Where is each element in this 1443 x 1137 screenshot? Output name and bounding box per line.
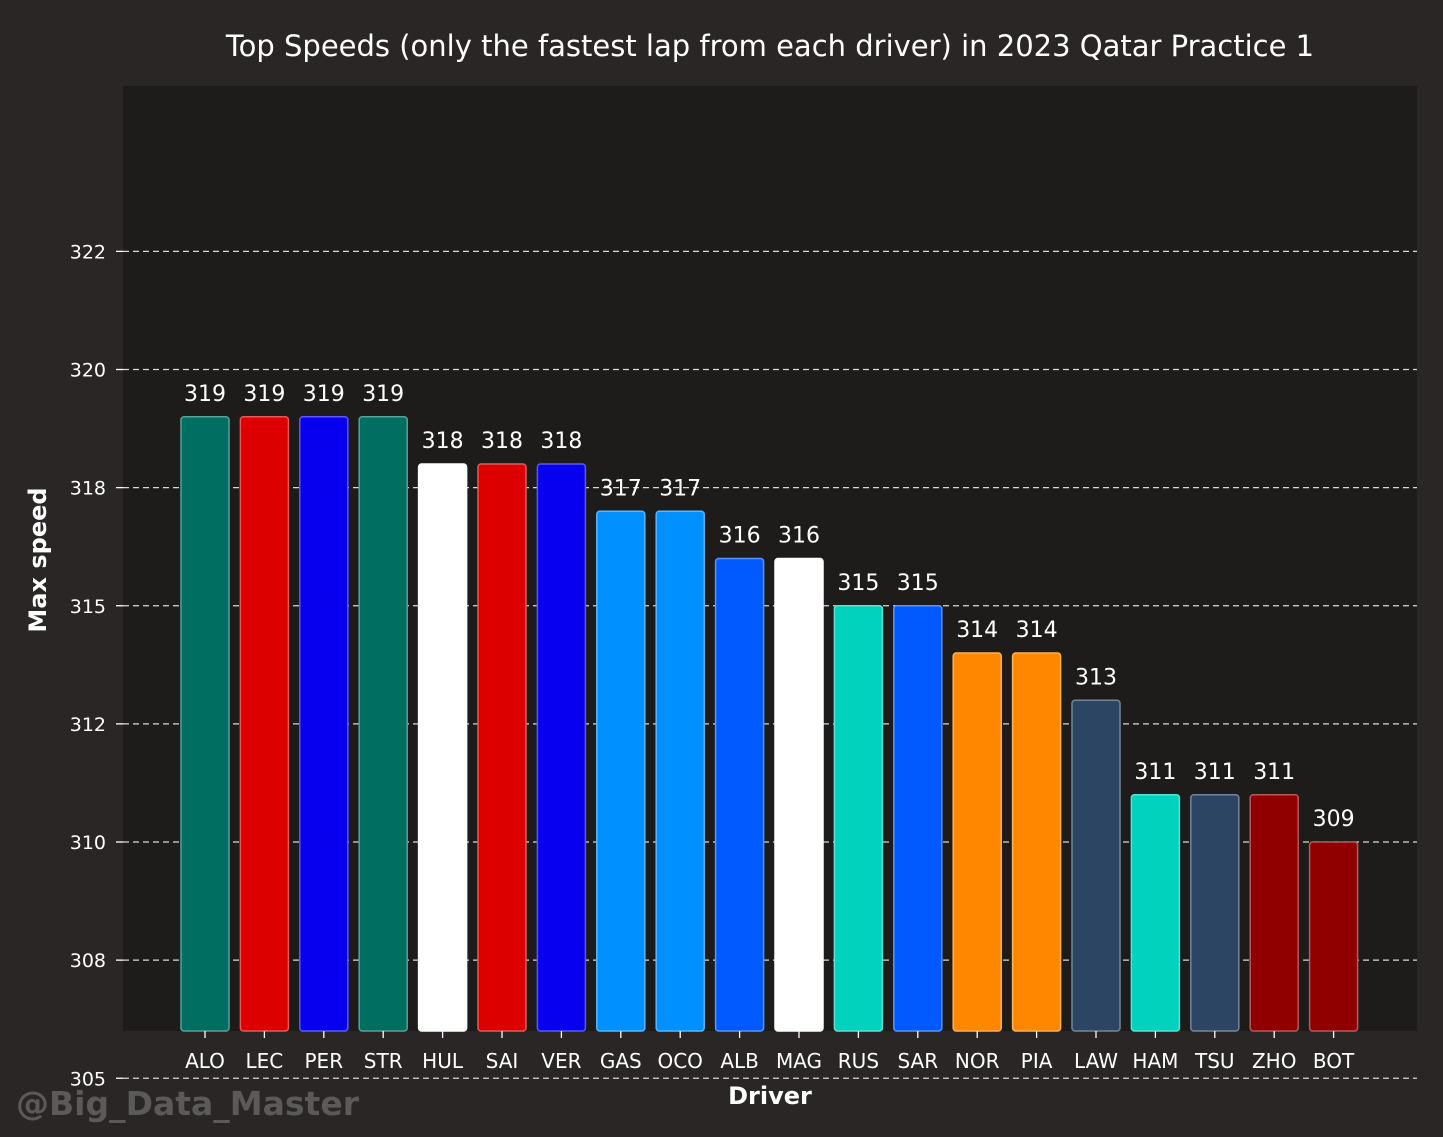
y-tick-label: 322 bbox=[70, 241, 106, 263]
bar-sar bbox=[893, 605, 943, 1032]
bar-tsu bbox=[1190, 794, 1240, 1032]
x-tick-label-hul: HUL bbox=[422, 1049, 464, 1073]
x-tick-label-nor: NOR bbox=[955, 1049, 1000, 1073]
x-tick-label-per: PER bbox=[305, 1049, 344, 1073]
bar-hul bbox=[417, 463, 468, 1032]
bar-oco bbox=[655, 510, 705, 1032]
y-tick-label: 315 bbox=[70, 596, 106, 618]
value-label-rus: 315 bbox=[837, 571, 879, 596]
bar-bot bbox=[1308, 841, 1359, 1032]
value-label-alo: 319 bbox=[184, 382, 226, 407]
value-label-tsu: 311 bbox=[1194, 760, 1236, 785]
bar-rus bbox=[833, 605, 884, 1032]
y-tick-label: 318 bbox=[70, 478, 106, 500]
y-tick-label: 320 bbox=[70, 360, 106, 382]
bar-str bbox=[358, 416, 408, 1032]
x-tick-label-lec: LEC bbox=[246, 1049, 284, 1073]
y-tick-label: 310 bbox=[70, 832, 106, 854]
value-label-law: 313 bbox=[1075, 665, 1117, 690]
bar-lec bbox=[239, 416, 290, 1032]
bar-law bbox=[1071, 699, 1121, 1032]
x-tick-label-ver: VER bbox=[541, 1049, 581, 1073]
x-tick-label-law: LAW bbox=[1074, 1049, 1118, 1073]
bar-ham bbox=[1130, 794, 1181, 1032]
value-label-sai: 318 bbox=[481, 429, 523, 454]
value-label-ham: 311 bbox=[1134, 760, 1176, 785]
x-tick-label-alb: ALB bbox=[720, 1049, 759, 1073]
bar-sai bbox=[477, 463, 527, 1032]
y-tick-label: 305 bbox=[70, 1068, 106, 1090]
value-label-alb: 316 bbox=[719, 524, 761, 549]
y-tick-label: 308 bbox=[70, 950, 106, 972]
x-tick-label-str: STR bbox=[364, 1049, 403, 1073]
y-tick-label: 312 bbox=[70, 714, 106, 736]
value-label-lec: 319 bbox=[243, 382, 285, 407]
x-tick-label-rus: RUS bbox=[838, 1049, 879, 1073]
x-tick-label-gas: GAS bbox=[600, 1049, 642, 1073]
value-label-ver: 318 bbox=[540, 429, 582, 454]
value-label-str: 319 bbox=[362, 382, 404, 407]
x-tick-label-bot: BOT bbox=[1313, 1049, 1355, 1073]
x-tick-label-pia: PIA bbox=[1021, 1049, 1053, 1073]
x-tick-label-zho: ZHO bbox=[1252, 1049, 1296, 1073]
bar-pia bbox=[1011, 652, 1062, 1032]
value-label-per: 319 bbox=[303, 382, 345, 407]
bar-alo bbox=[180, 416, 230, 1032]
x-tick-label-mag: MAG bbox=[776, 1049, 822, 1073]
y-axis: 322 320 318 315 312 310 308 305 bbox=[70, 241, 123, 1090]
x-tick-label-sai: SAI bbox=[486, 1049, 519, 1073]
value-label-hul: 318 bbox=[422, 429, 464, 454]
value-label-bot: 309 bbox=[1313, 807, 1355, 832]
bar-nor bbox=[952, 652, 1002, 1032]
value-labels: 319 319 319 319 318 318 318 317 317 316 316 315 315 3… bbox=[184, 382, 1355, 832]
x-tick-label-tsu: TSU bbox=[1194, 1049, 1235, 1073]
bar-ver bbox=[536, 463, 587, 1032]
x-tick-label-alo: ALO bbox=[185, 1049, 225, 1073]
bar-zho bbox=[1249, 794, 1299, 1032]
value-label-zho: 311 bbox=[1253, 760, 1295, 785]
value-label-sar: 315 bbox=[897, 571, 939, 596]
bar-per bbox=[299, 416, 349, 1032]
bar-gas bbox=[596, 510, 646, 1032]
x-tick-label-oco: OCO bbox=[657, 1049, 702, 1073]
x-axis-label: Driver bbox=[728, 1082, 812, 1110]
bar-mag bbox=[774, 557, 824, 1032]
x-tick-label-sar: SAR bbox=[897, 1049, 938, 1073]
watermark: @Big_Data_Master bbox=[16, 1084, 360, 1123]
value-label-nor: 314 bbox=[956, 618, 998, 643]
y-axis-label: Max speed bbox=[24, 487, 52, 632]
bars bbox=[180, 416, 1359, 1032]
value-label-pia: 314 bbox=[1016, 618, 1058, 643]
value-label-gas: 317 bbox=[600, 476, 642, 501]
value-label-mag: 316 bbox=[778, 524, 820, 549]
bar-alb bbox=[714, 557, 765, 1032]
x-axis: ALO LEC PER STR HUL SAI VER GAS OCO ALB MAG RUS SAR N… bbox=[185, 1031, 1355, 1073]
x-tick-label-ham: HAM bbox=[1132, 1049, 1178, 1073]
chart-title: Top Speeds (only the fastest lap from ea… bbox=[225, 29, 1314, 63]
value-label-oco: 317 bbox=[659, 476, 701, 501]
